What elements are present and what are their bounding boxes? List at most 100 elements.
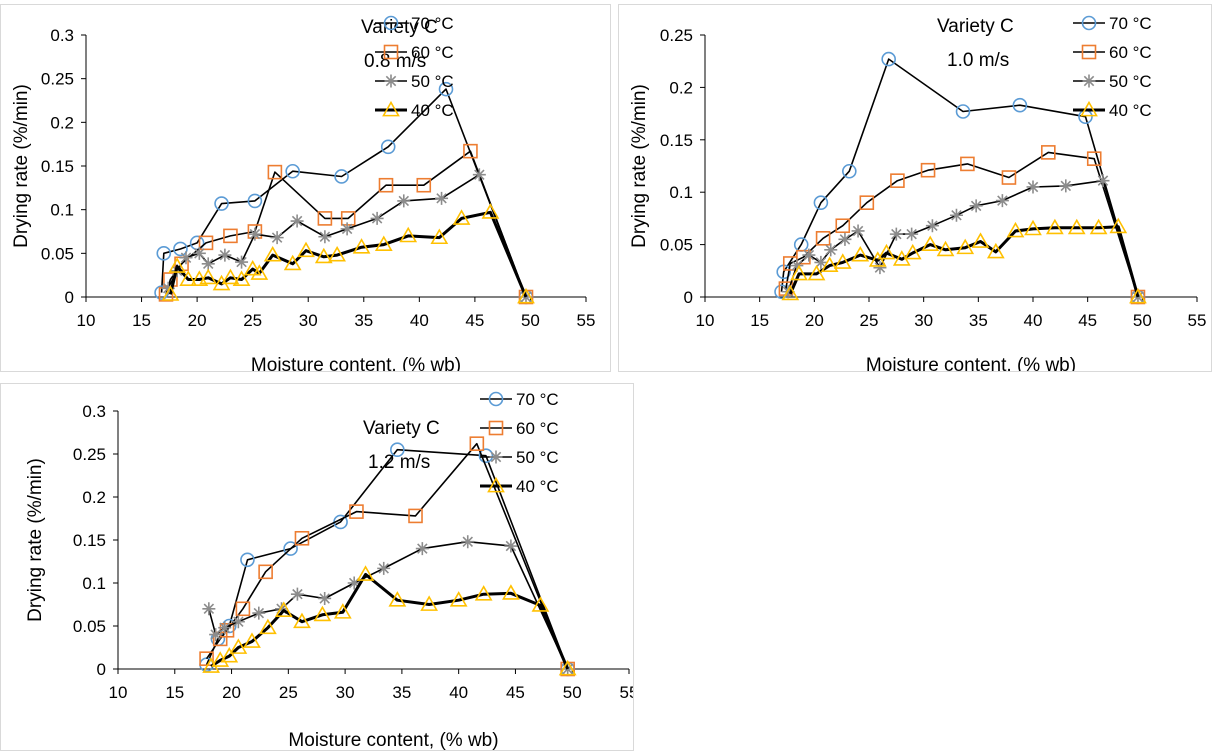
legend-label: 50 °C [411, 72, 454, 91]
y-tick-label: 0.2 [669, 78, 693, 97]
data-point [842, 163, 857, 179]
x-tick-label: 40 [410, 311, 429, 330]
data-point [235, 255, 249, 269]
data-point [347, 576, 361, 590]
legend-label: 40 °C [1109, 101, 1152, 120]
data-point [328, 245, 346, 262]
data-point [199, 268, 218, 285]
data-point [294, 530, 310, 546]
chart-panel-1-2: 0 0.05 0.1 0.15 0.2 0.25 0.3 10 15 20 25 30 35 40 45 50… [0, 383, 634, 751]
data-point [397, 194, 411, 208]
legend-label: 50 °C [1109, 72, 1152, 91]
data-point [229, 638, 248, 654]
series-line [160, 88, 527, 298]
legend: 70 °C 60 °C 50 °C 40 °C [480, 390, 559, 496]
data-point [558, 659, 577, 676]
legend-label: 60 °C [516, 419, 559, 438]
chart-panel-1-0: 0 0.05 0.1 0.15 0.2 0.25 10 15 20 25 30 35 40 45 50 55 M… [618, 4, 1212, 372]
data-point [969, 199, 983, 213]
legend-label: 60 °C [411, 43, 454, 62]
x-tick-label: 30 [336, 683, 355, 702]
series-triangle [202, 565, 577, 676]
data-point [156, 246, 172, 261]
data-point [838, 232, 852, 246]
data-point [461, 535, 475, 549]
y-tick-label: 0.05 [660, 236, 693, 255]
data-point [873, 261, 887, 275]
chart-svg-1-2: 0 0.05 0.1 0.15 0.2 0.25 0.3 10 15 20 25 30 35 40 45 50… [25, 390, 634, 750]
series-triangle [161, 203, 535, 304]
x-tick-label: 25 [279, 683, 298, 702]
x-tick-label: 30 [299, 311, 318, 330]
chart-svg-1-0: 0 0.05 0.1 0.15 0.2 0.25 10 15 20 25 30 35 40 45 50 55 M… [629, 14, 1207, 371]
data-point [201, 257, 215, 271]
data-point [416, 177, 432, 193]
y-axis-label: Drying rate (%/min) [25, 458, 46, 622]
air-speed-label: 1.0 m/s [947, 50, 1009, 71]
variety-label: Variety C [363, 418, 440, 439]
y-tick-label: 0.1 [50, 201, 74, 220]
data-point [1045, 218, 1064, 235]
x-tick-label: 40 [449, 683, 468, 702]
x-tick-label: 20 [222, 683, 241, 702]
data-point [218, 621, 232, 635]
data-point [971, 232, 990, 248]
data-point [247, 193, 263, 209]
data-point [956, 238, 975, 255]
y-tick-label: 0.05 [41, 244, 74, 263]
series-square [778, 145, 1146, 305]
data-point [218, 248, 232, 262]
data-point [243, 632, 261, 648]
data-point [851, 245, 870, 262]
series-circle [154, 81, 534, 305]
data-point [504, 539, 518, 553]
data-point [232, 270, 251, 286]
x-tick-label: 20 [805, 311, 824, 330]
data-point [807, 264, 826, 281]
x-tick-label: 55 [1188, 311, 1207, 330]
x-tick-label: 55 [620, 683, 634, 702]
data-point [949, 208, 963, 222]
data-point [352, 238, 371, 254]
data-point [179, 270, 198, 286]
series-line [210, 572, 570, 670]
data-point [517, 287, 535, 304]
data-point [297, 241, 315, 258]
data-point [221, 268, 240, 285]
x-tick-label: 10 [696, 311, 715, 330]
data-point [781, 284, 800, 301]
data-point [1096, 174, 1110, 188]
data-point [472, 168, 486, 182]
data-point [1081, 15, 1097, 31]
data-point [1089, 218, 1108, 235]
series-star [781, 174, 1145, 304]
data-point [920, 162, 936, 178]
y-axis-label: Drying rate (%/min) [629, 84, 650, 248]
data-point [903, 243, 922, 260]
y-axis-label: Drying rate (%/min) [11, 84, 32, 248]
legend-label: 70 °C [1109, 14, 1152, 33]
data-point [478, 448, 494, 464]
data-point [790, 259, 804, 273]
data-point [189, 235, 205, 251]
y-tick-label: 0 [684, 288, 693, 307]
x-tick-label: 35 [969, 311, 988, 330]
data-point [275, 602, 289, 616]
series-circle [774, 51, 1146, 305]
data-point [851, 224, 865, 238]
y-tick-label: 0.15 [73, 531, 106, 550]
data-point [349, 504, 364, 519]
data-point [202, 602, 216, 616]
y-tick-label: 0.05 [73, 617, 106, 636]
x-tick-label: 40 [1024, 311, 1043, 330]
data-point [173, 241, 188, 257]
y-tick-label: 0.2 [50, 113, 74, 132]
data-point [1067, 218, 1086, 235]
data-point [314, 247, 333, 264]
y-tick-label: 0.15 [660, 131, 693, 150]
x-tick-label: 20 [188, 311, 207, 330]
data-point [881, 51, 896, 67]
data-point [223, 228, 238, 244]
legend: 70 °C 60 °C 50 °C 40 °C [375, 14, 454, 120]
data-point [802, 248, 816, 262]
